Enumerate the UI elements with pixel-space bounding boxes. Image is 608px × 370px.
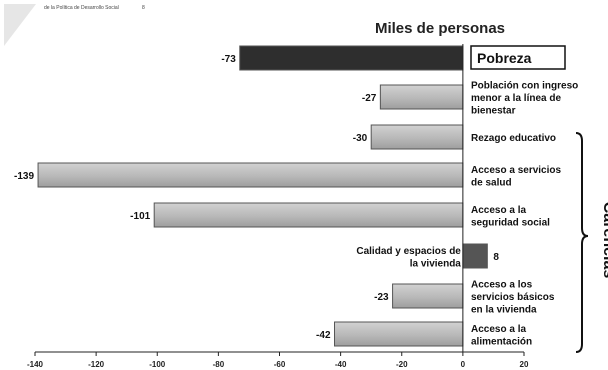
x-axis: -140 -120 -100 -80 -60 -40 -20 0 20 — [27, 351, 529, 369]
page-header-fragment: de la Política de Desarrollo Social — [44, 5, 119, 11]
bar-7 — [334, 321, 464, 347]
x-tick-label-1: -120 — [88, 360, 105, 369]
bars-group: -73 Pobreza -27 Población con ingreso menor … — [14, 44, 578, 352]
category-label-0: Pobreza — [477, 50, 532, 66]
value-label-5: 8 — [493, 252, 499, 263]
category-label-3: Acceso a servicios de salud — [471, 165, 561, 189]
value-label-6: -23 — [374, 292, 389, 303]
value-label-2: -30 — [353, 133, 368, 144]
x-tick-label-8: 20 — [520, 360, 529, 369]
chart-title: Miles de personas — [375, 20, 505, 37]
x-tick-label-2: -100 — [149, 360, 166, 369]
category-label-1: Población con ingreso menor a la línea de… — [471, 81, 578, 117]
x-tick-label-6: -20 — [396, 360, 408, 369]
x-tick-label-4: -60 — [274, 360, 286, 369]
carencias-label: Carencias — [600, 202, 608, 279]
bar-1 — [379, 84, 464, 110]
category-label-4: Acceso a la seguridad social — [471, 205, 550, 229]
x-tick-label-0: -140 — [27, 360, 44, 369]
bar-3 — [37, 162, 464, 188]
corner-decoration — [4, 4, 36, 46]
x-tick-label-5: -40 — [335, 360, 347, 369]
value-label-3: -139 — [14, 171, 34, 182]
value-label-7: -42 — [316, 330, 331, 341]
value-label-4: -101 — [130, 211, 150, 222]
category-label-7: Acceso a la alimentación — [471, 324, 532, 348]
page-header-mark: 8 — [142, 5, 145, 11]
category-label-2: Rezago educativo — [471, 133, 556, 144]
pobreza-label-box — [470, 45, 566, 70]
bar-4 — [153, 202, 464, 228]
value-label-1: -27 — [362, 93, 377, 104]
bar-5 — [462, 243, 488, 269]
bar-6 — [392, 283, 464, 309]
carencias-brace — [575, 132, 589, 353]
bar-2 — [370, 124, 464, 150]
category-label-5: Calidad y espacios de la vivienda — [356, 246, 461, 270]
value-label-0: -73 — [221, 54, 236, 65]
x-tick-label-3: -80 — [213, 360, 225, 369]
bar-0 — [239, 45, 464, 71]
x-tick-label-7: 0 — [461, 360, 466, 369]
category-label-6: Acceso a los servicios básicos en la vivie… — [471, 280, 555, 316]
